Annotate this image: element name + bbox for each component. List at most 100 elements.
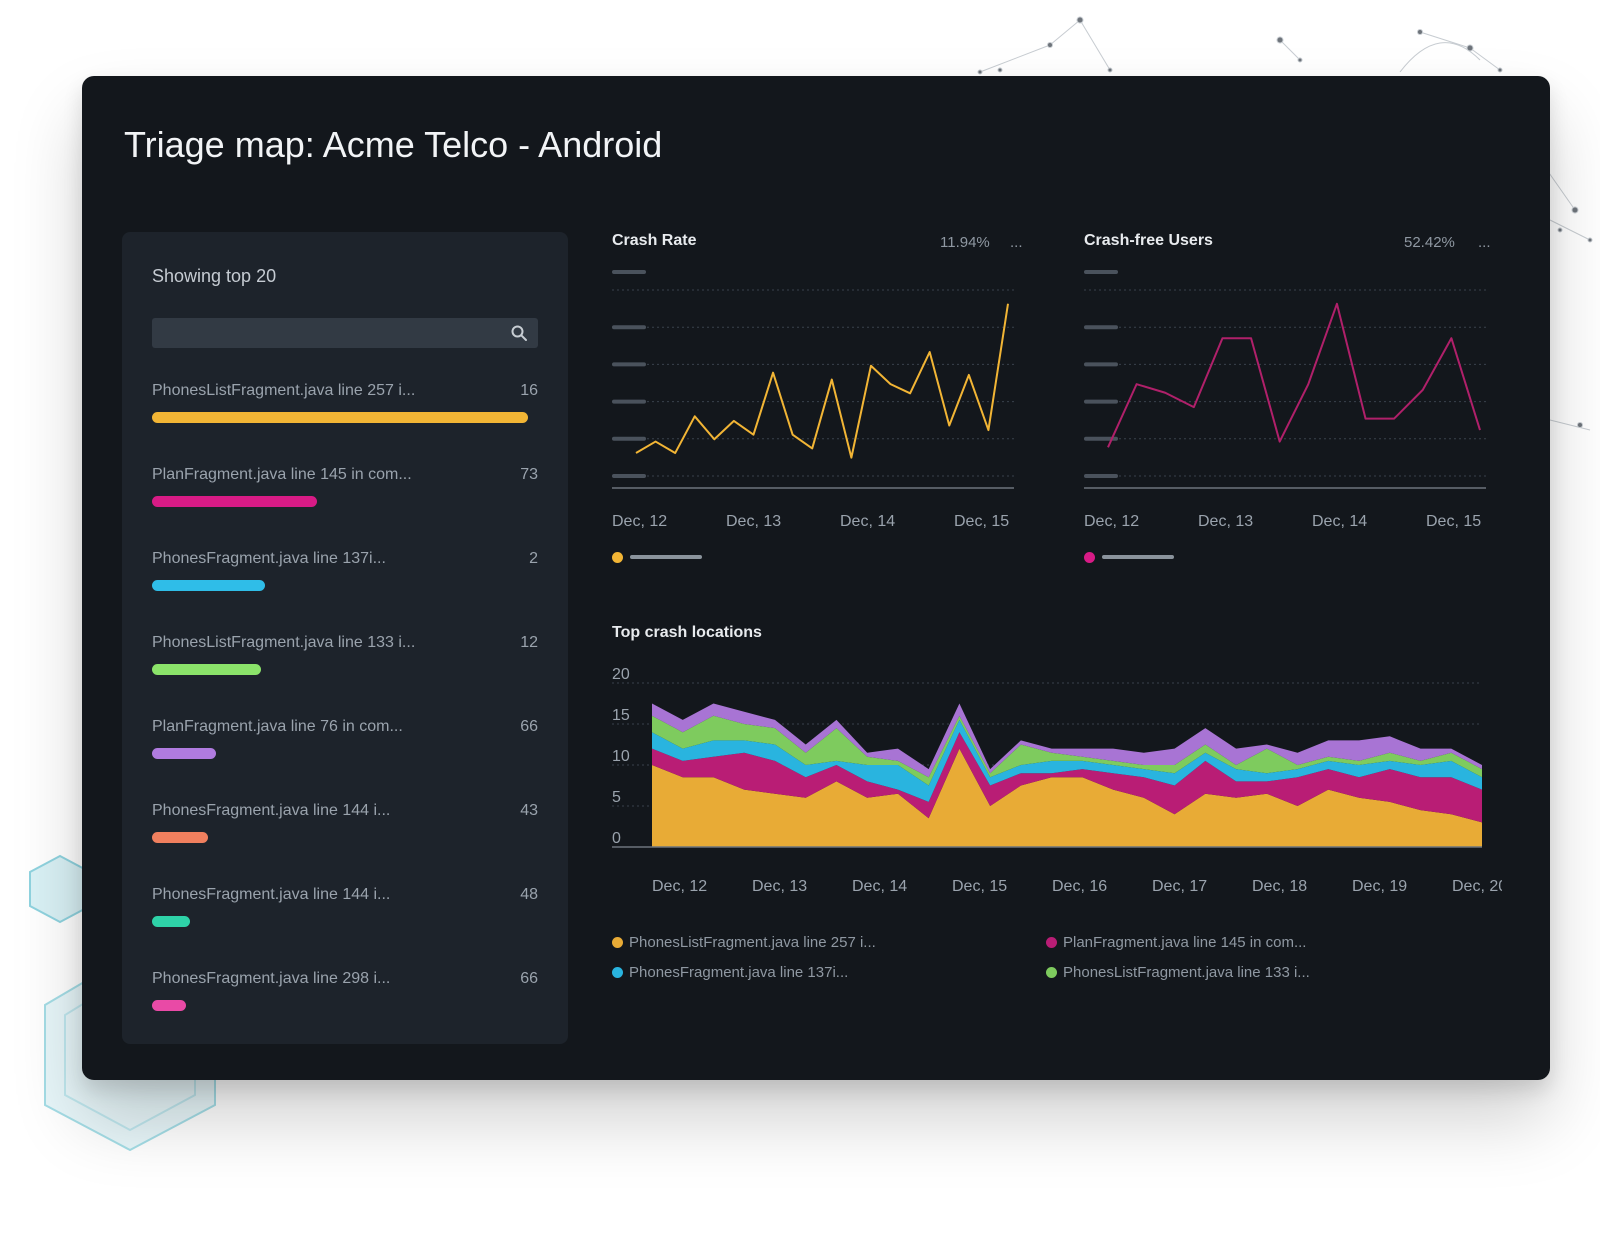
crash-rate-more-button[interactable]: ... [1010,234,1023,251]
crash-free-more-button[interactable]: ... [1478,234,1491,251]
y-tick-placeholder [1084,362,1118,367]
crash-rate-legend-dot [612,552,623,563]
y-tick-label: 5 [612,789,621,806]
crash-item-label: PhonesFragment.java line 137i... [152,550,386,567]
crash-item-bar [152,748,216,759]
search-icon[interactable] [510,324,528,342]
crash-list-item[interactable]: PhonesListFragment.java line 133 i... 12 [152,634,538,718]
legend-dot [612,967,623,978]
top-crash-chart: 20 15 10 5 0 Dec, 12 Dec, 13 Dec, 14 Dec, 15 Dec,… [612,666,1502,895]
area-series-1 [652,748,1482,847]
crash-item-count: 2 [529,550,538,567]
crash-list-item[interactable]: PhonesFragment.java line 298 i... 66 [152,970,538,1054]
crash-list-item[interactable]: PhonesListFragment.java line 257 i... 16 [152,382,538,466]
crash-item-label: PhonesListFragment.java line 133 i... [152,634,416,651]
crash-item-bar [152,580,265,591]
legend-label: PhonesListFragment.java line 257 i... [629,934,876,951]
x-tick-label: Dec, 15 [1426,513,1481,530]
crash-free-chart: Dec, 12 Dec, 13 Dec, 14 Dec, 15 [1084,270,1486,530]
legend-dot [1046,967,1057,978]
y-tick-placeholder [612,474,646,478]
crash-item-bar [152,664,262,675]
crash-item-count: 66 [520,718,538,735]
page-title: Triage map: Acme Telco - Android [124,124,663,165]
triage-window: Triage map: Acme Telco - Android Showing… [82,76,1550,1080]
crash-list-item[interactable]: PhonesFragment.java line 137i... 2 [152,550,538,634]
y-tick-label: 0 [612,830,621,847]
crash-rate-title: Crash Rate [612,232,697,249]
x-tick-label: Dec, 15 [952,878,1007,895]
crash-item-count: 66 [520,970,538,987]
crash-list-item[interactable]: PlanFragment.java line 76 in com... 66 [152,718,538,802]
y-tick-placeholder [612,399,646,404]
crash-item-count: 12 [520,634,538,651]
crash-free-legend-line [1102,555,1174,559]
area-series-4 [652,715,1482,786]
crash-free-title: Crash-free Users [1084,232,1213,249]
y-tick-placeholder [1084,325,1118,330]
x-tick-label: Dec, 14 [852,878,907,895]
y-tick-placeholder [1084,474,1118,478]
legend-entry[interactable]: PhonesFragment.java line 137i... [612,964,848,981]
crash-item-count: 43 [520,802,538,819]
x-tick-label: Dec, 16 [1052,878,1107,895]
crash-rate-value: 11.94% [940,234,990,251]
y-tick-placeholder [612,436,646,441]
crash-item-bar [152,916,190,927]
x-tick-label: Dec, 19 [1352,878,1407,895]
x-tick-label: Dec, 12 [612,513,667,530]
series-line [635,303,1009,459]
crash-item-bar [152,496,318,507]
crash-item-label: PlanFragment.java line 76 in com... [152,718,403,735]
x-tick-label: Dec, 15 [954,513,1009,530]
crash-list-item[interactable]: PhonesFragment.java line 144 i... 43 [152,802,538,886]
crash-list-item[interactable]: PlanFragment.java line 145 in com... 73 [152,466,538,550]
x-tick-label: Dec, 14 [1312,513,1367,530]
crash-list-item[interactable]: PhonesFragment.java line 144 i... 48 [152,886,538,970]
crash-rate-chart: Dec, 12 Dec, 13 Dec, 14 Dec, 15 [612,270,1014,530]
y-tick-placeholder [1084,270,1118,274]
legend-label: PhonesListFragment.java line 133 i... [1063,964,1310,981]
panel-heading: Showing top 20 [152,266,277,286]
area-series-5 [652,703,1482,778]
x-tick-label: Dec, 12 [652,878,707,895]
crash-list: PhonesListFragment.java line 257 i... 16 P… [152,382,538,1054]
legend-entry[interactable]: PhonesListFragment.java line 133 i... [1046,964,1310,981]
crash-item-label: PhonesFragment.java line 144 i... [152,802,391,819]
crash-item-label: PhonesFragment.java line 144 i... [152,886,391,903]
legend-dot [612,937,623,948]
x-tick-label: Dec, 13 [726,513,781,530]
x-tick-label: Dec, 17 [1152,878,1207,895]
crash-item-count: 48 [520,886,538,903]
legend-label: PlanFragment.java line 145 in com... [1063,934,1307,951]
crash-item-count: 16 [520,382,538,399]
top-crashes-panel: Showing top 20 PhonesListFragment.java l… [122,232,568,1044]
search-input[interactable] [152,318,538,348]
x-tick-label: Dec, 13 [752,878,807,895]
x-tick-label: Dec, 14 [840,513,895,530]
y-tick-label: 20 [612,666,630,683]
legend-label: PhonesFragment.java line 137i... [629,964,849,981]
x-tick-label: Dec, 18 [1252,878,1307,895]
y-tick-placeholder [612,325,646,330]
y-tick-label: 10 [612,748,630,765]
x-tick-label: Dec, 20 [1452,878,1502,895]
x-tick-label: Dec, 12 [1084,513,1139,530]
crash-item-count: 73 [520,466,538,483]
x-tick-label: Dec, 13 [1198,513,1253,530]
y-tick-label: 15 [612,707,630,724]
network-graphic [977,16,1593,431]
crash-item-label: PhonesListFragment.java line 257 i... [152,382,416,399]
area-series-2 [652,732,1482,823]
y-tick-placeholder [612,270,646,274]
legend-entry[interactable]: PlanFragment.java line 145 in com... [1046,934,1306,951]
crash-item-label: PhonesFragment.java line 298 i... [152,970,391,987]
series-line [1107,302,1481,448]
crash-item-bar [152,412,528,423]
crash-item-label: PlanFragment.java line 145 in com... [152,466,412,483]
y-tick-placeholder [1084,436,1118,441]
legend-entry[interactable]: PhonesListFragment.java line 257 i... [612,934,876,951]
top-crash-title: Top crash locations [612,624,762,641]
legend-dot [1046,937,1057,948]
area-series-3 [652,719,1482,802]
